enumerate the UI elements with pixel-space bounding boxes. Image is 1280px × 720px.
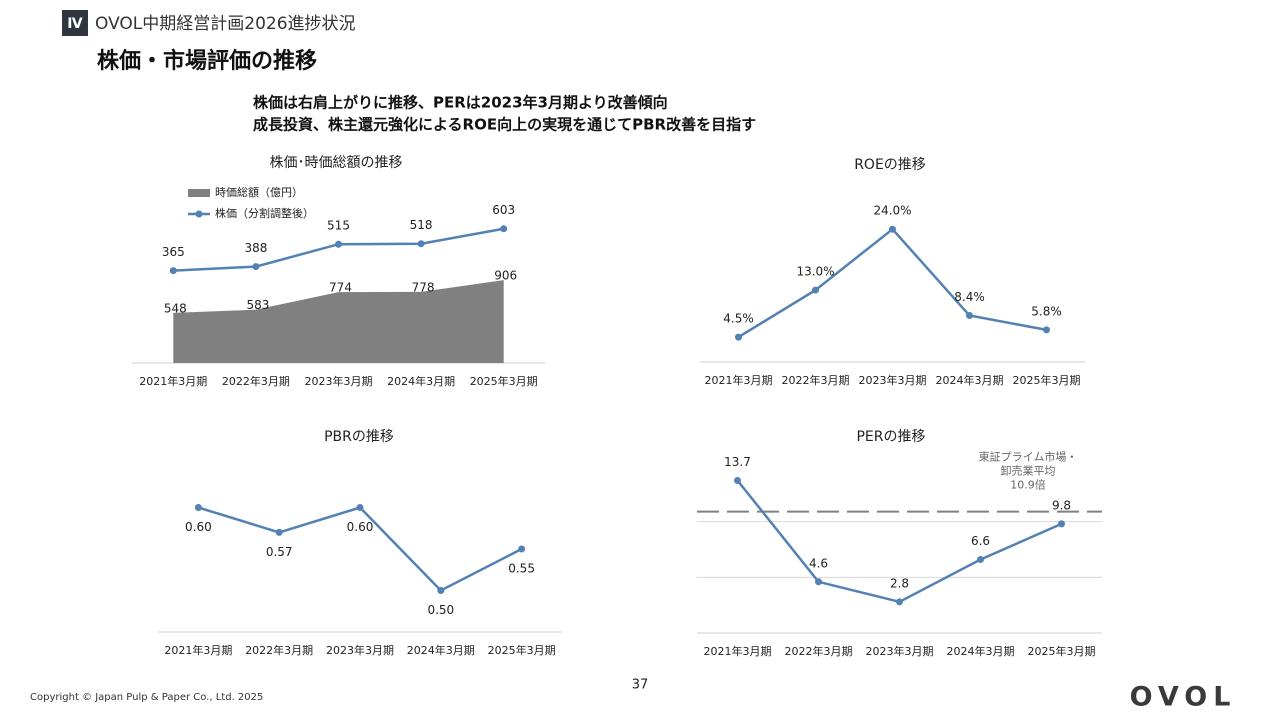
legend-label: 時価総額（億円）: [215, 185, 303, 199]
point: [896, 598, 903, 606]
data-label: 9.8: [1052, 498, 1071, 512]
line: [737, 227, 1047, 339]
legend-swatch: [195, 210, 203, 218]
data-label: 515: [327, 219, 350, 233]
badge-box: [62, 10, 88, 36]
data-label: 778: [412, 280, 435, 294]
x-tick-label: 2021年3月期: [139, 374, 207, 388]
point: [815, 578, 822, 586]
point: [734, 476, 741, 484]
chart-title: PERの推移: [856, 429, 925, 445]
point: [194, 504, 202, 511]
point: [889, 225, 896, 233]
reference-label: 卸売業平均: [1001, 464, 1056, 478]
x-tick-label: 2023年3月期: [859, 373, 927, 387]
x-tick-label: 2022年3月期: [245, 643, 313, 657]
data-label: 4.5%: [723, 312, 754, 326]
data-label: 0.55: [508, 562, 535, 576]
data-label: 906: [494, 269, 517, 283]
point: [966, 312, 973, 320]
point: [252, 263, 260, 271]
legend-label: 株価（分割調整後）: [215, 206, 314, 220]
point: [169, 267, 177, 275]
line: [173, 227, 504, 272]
x-tick-label: 2025年3月期: [488, 643, 556, 657]
x-tick-label: 2024年3月期: [936, 373, 1004, 387]
data-label: 388: [244, 241, 267, 255]
x-tick-label: 2021年3月期: [705, 373, 773, 387]
point: [1058, 520, 1065, 528]
page-title: 株価・市場評価の推移: [97, 48, 317, 74]
chart-title: 株価･時価総額の推移: [270, 155, 403, 171]
point: [275, 528, 283, 536]
chart-title: PBRの推移: [324, 429, 394, 445]
data-label: 6.6: [971, 534, 990, 548]
data-label: 583: [246, 298, 269, 312]
reference-label: 東証プライム市場・: [979, 450, 1078, 464]
point: [812, 286, 819, 294]
badge: Ⅳ: [67, 16, 83, 32]
page-number: 37: [632, 678, 649, 693]
point: [518, 545, 526, 553]
data-label: 2.8: [890, 576, 909, 590]
x-tick-label: 2023年3月期: [326, 643, 394, 657]
point: [1043, 326, 1050, 334]
x-tick-label: 2024年3月期: [407, 643, 475, 657]
data-label: 548: [164, 301, 187, 315]
reference-label: 10.9倍: [1010, 478, 1046, 492]
x-tick-label: 2023年3月期: [305, 374, 373, 388]
section-title: OVOL中期経営計画2026進捗状況: [95, 14, 356, 34]
x-tick-label: 2021年3月期: [704, 644, 772, 658]
point: [977, 556, 984, 564]
data-label: 0.57: [266, 545, 293, 559]
data-label: 0.50: [427, 603, 454, 617]
area: [173, 280, 504, 363]
data-label: 13.0%: [796, 265, 834, 279]
x-tick-label: 2025年3月期: [1028, 644, 1096, 658]
data-label: 0.60: [185, 520, 212, 534]
x-tick-label: 2021年3月期: [164, 643, 232, 657]
x-tick-label: 2022年3月期: [782, 373, 850, 387]
point: [437, 587, 445, 594]
x-tick-label: 2023年3月期: [866, 644, 934, 658]
x-tick-label: 2024年3月期: [947, 644, 1015, 658]
summary-line: 株価は右肩上がりに推移、PERは2023年3月期より改善傾向: [253, 94, 668, 112]
summary-line: 成長投資、株主還元強化によるROE向上の実現を通じてPBR改善を目指す: [253, 116, 756, 134]
data-label: 365: [162, 245, 185, 259]
point: [500, 225, 508, 233]
x-tick-label: 2022年3月期: [222, 374, 290, 388]
data-label: 774: [329, 281, 352, 295]
data-label: 24.0%: [873, 204, 911, 218]
x-tick-label: 2025年3月期: [470, 374, 538, 388]
point: [735, 333, 742, 341]
point: [417, 240, 425, 248]
copyright: Copyright © Japan Pulp & Paper Co., Ltd.…: [30, 692, 263, 703]
logo: OVOL: [1130, 682, 1237, 713]
chart-title: ROEの推移: [854, 157, 926, 173]
point: [356, 504, 364, 511]
data-label: 4.6: [809, 556, 828, 570]
x-tick-label: 2024年3月期: [387, 374, 455, 388]
legend-swatch: [188, 189, 210, 197]
data-label: 5.8%: [1031, 304, 1062, 318]
data-label: 0.60: [347, 520, 374, 534]
x-tick-label: 2022年3月期: [785, 644, 853, 658]
data-label: 603: [492, 203, 515, 217]
point: [335, 240, 342, 248]
data-label: 518: [410, 218, 433, 232]
data-label: 8.4%: [954, 290, 985, 304]
data-label: 13.7: [724, 455, 751, 469]
x-tick-label: 2025年3月期: [1013, 373, 1081, 387]
